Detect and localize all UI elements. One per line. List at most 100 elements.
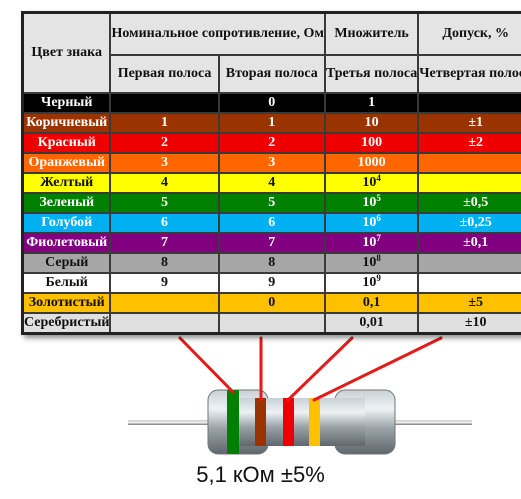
tolerance-cell: ±0,25 [417,212,521,234]
color-name-cell: Серебристый [21,312,112,335]
color-name-cell: Золотистый [21,292,112,314]
color-row: Золотистый 0 0,1 ±5 [21,292,521,314]
second-band-cell: 0 [217,92,326,114]
second-band-cell: 2 [217,132,326,154]
color-row: Фиолетовый 7 7 107 ±0,1 [21,232,521,254]
color-row: Серый 8 8 108 [21,252,521,274]
multiplier-base: 10 [364,115,379,130]
second-band-cell: 6 [217,212,326,234]
color-name-cell: Голубой [21,212,112,234]
first-band-cell: 2 [109,132,220,154]
resistor-band-1 [227,390,239,454]
multiplier-cell: 0,1 [323,292,420,314]
multiplier-exponent: 8 [376,253,381,263]
first-band-cell [109,92,220,114]
multiplier-exponent: 6 [376,213,381,223]
first-band-cell: 4 [109,172,220,194]
second-band-cell: 7 [217,232,326,254]
color-name-cell: Коричневый [21,112,112,134]
first-band-cell [109,292,220,314]
first-band-cell: 3 [109,152,220,174]
multiplier-base: 10 [362,195,377,210]
resistor-band-3 [283,398,294,446]
multiplier-cell: 1 [323,92,420,114]
multiplier-cell: 10 [323,112,420,134]
second-band-cell: 5 [217,192,326,214]
first-band-cell: 7 [109,232,220,254]
multiplier-cell: 1000 [323,152,420,174]
tolerance-cell [417,152,521,174]
leader-line-3 [286,336,354,402]
second-band-cell: 8 [217,252,326,274]
leader-line-4 [312,336,443,402]
tolerance-cell: ±0,5 [417,192,521,214]
header-tolerance: Допуск, % [417,11,521,56]
color-name-cell: Красный [21,132,112,154]
color-name-cell: Зеленый [21,192,112,214]
second-band-cell: 0 [217,292,326,314]
header-band-3: Третья полоса [323,54,420,94]
tolerance-cell: ±1 [417,112,521,134]
color-row: Черный 0 1 [21,92,521,114]
color-row: Зеленый 5 5 105 ±0,5 [21,192,521,214]
header-band-4: Четвертая полоса [417,54,521,94]
first-band-cell [109,312,220,335]
multiplier-base: 1000 [357,155,386,170]
first-band-cell: 1 [109,112,220,134]
tolerance-cell: ±0,1 [417,232,521,254]
color-row: Красный 2 2 100 ±2 [21,132,521,154]
first-band-cell: 8 [109,252,220,274]
resistor-band-2 [255,398,266,446]
color-row: Желтый 4 4 104 [21,172,521,194]
color-name-cell: Черный [21,92,112,114]
tolerance-cell: ±5 [417,292,521,314]
leader-line-1 [178,336,235,394]
header-color: Цвет знака [21,11,112,94]
resistor-lead-left [128,420,224,425]
tolerance-cell [417,272,521,294]
color-row: Белый 9 9 109 [21,272,521,294]
header-band-2: Вторая полоса [217,54,326,94]
tolerance-cell: ±10 [417,312,521,335]
color-name-cell: Белый [21,272,112,294]
second-band-cell: 4 [217,172,326,194]
multiplier-cell: 100 [323,132,420,154]
header-band-1: Первая полоса [109,54,220,94]
multiplier-base: 0,01 [359,315,384,330]
second-band-cell: 1 [217,112,326,134]
second-band-cell [217,312,326,335]
multiplier-base: 0,1 [362,295,381,310]
header-multiplier: Множитель [323,11,420,56]
color-name-cell: Желтый [21,172,112,194]
first-band-cell: 9 [109,272,220,294]
multiplier-cell: 109 [323,272,420,294]
tolerance-cell [417,252,521,274]
color-row: Голубой 6 6 106 ±0,25 [21,212,521,234]
multiplier-exponent: 5 [376,193,381,203]
multiplier-cell: 108 [323,252,420,274]
multiplier-cell: 107 [323,232,420,254]
second-band-cell: 9 [217,272,326,294]
first-band-cell: 6 [109,212,220,234]
multiplier-base: 10 [362,275,377,290]
header-nominal: Номинальное сопротивление, Ом [109,11,326,56]
multiplier-exponent: 7 [376,233,381,243]
color-row: Коричневый 1 1 10 ±1 [21,112,521,134]
color-row: Оранжевый 3 3 1000 [21,152,521,174]
multiplier-base: 10 [362,255,377,270]
multiplier-base: 1 [368,95,376,110]
tolerance-cell [417,92,521,114]
color-row: Серебристый 0,01 ±10 [21,312,521,335]
multiplier-exponent: 9 [376,273,381,283]
multiplier-cell: 0,01 [323,312,420,335]
multiplier-base: 100 [361,135,383,150]
multiplier-base: 10 [362,215,377,230]
tolerance-cell [417,172,521,194]
multiplier-cell: 105 [323,192,420,214]
color-name-cell: Фиолетовый [21,232,112,254]
multiplier-exponent: 4 [376,173,381,183]
color-name-cell: Серый [21,252,112,274]
tolerance-cell: ±2 [417,132,521,154]
multiplier-cell: 104 [323,172,420,194]
